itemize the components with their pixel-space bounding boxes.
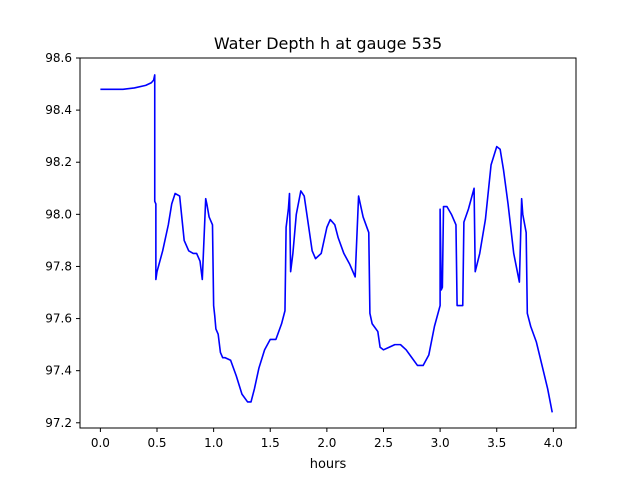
x-tick-label: 3.0 <box>431 436 450 450</box>
y-tick-label: 98.4 <box>45 103 72 117</box>
y-tick-label: 98.2 <box>45 155 72 169</box>
x-tick-label: 1.5 <box>261 436 280 450</box>
y-tick-label: 98.0 <box>45 207 72 221</box>
x-tick-label: 0.5 <box>147 436 166 450</box>
y-tick-label: 98.6 <box>45 51 72 65</box>
x-tick-label: 2.5 <box>374 436 393 450</box>
x-tick-label: 3.5 <box>487 436 506 450</box>
y-tick-label: 97.2 <box>45 416 72 430</box>
depth-series-line <box>100 74 554 413</box>
y-tick-label: 97.4 <box>45 364 72 378</box>
x-tick-label: 4.0 <box>544 436 563 450</box>
x-axis: 0.0 0.5 1.0 1.5 2.0 2.5 3.0 3.5 4.0 <box>91 428 563 450</box>
y-tick-label: 97.8 <box>45 259 72 273</box>
y-tick-label: 97.6 <box>45 312 72 326</box>
x-tick-label: 0.0 <box>91 436 110 450</box>
x-axis-label: hours <box>310 457 347 472</box>
plot-area <box>79 57 577 429</box>
chart-title: Water Depth h at gauge 535 <box>214 34 442 53</box>
y-axis: 97.2 97.4 97.6 97.8 98.0 98.2 98.4 98.6 <box>45 51 80 430</box>
plot-frame <box>79 57 577 429</box>
x-tick-label: 2.0 <box>317 436 336 450</box>
x-tick-label: 1.0 <box>204 436 223 450</box>
